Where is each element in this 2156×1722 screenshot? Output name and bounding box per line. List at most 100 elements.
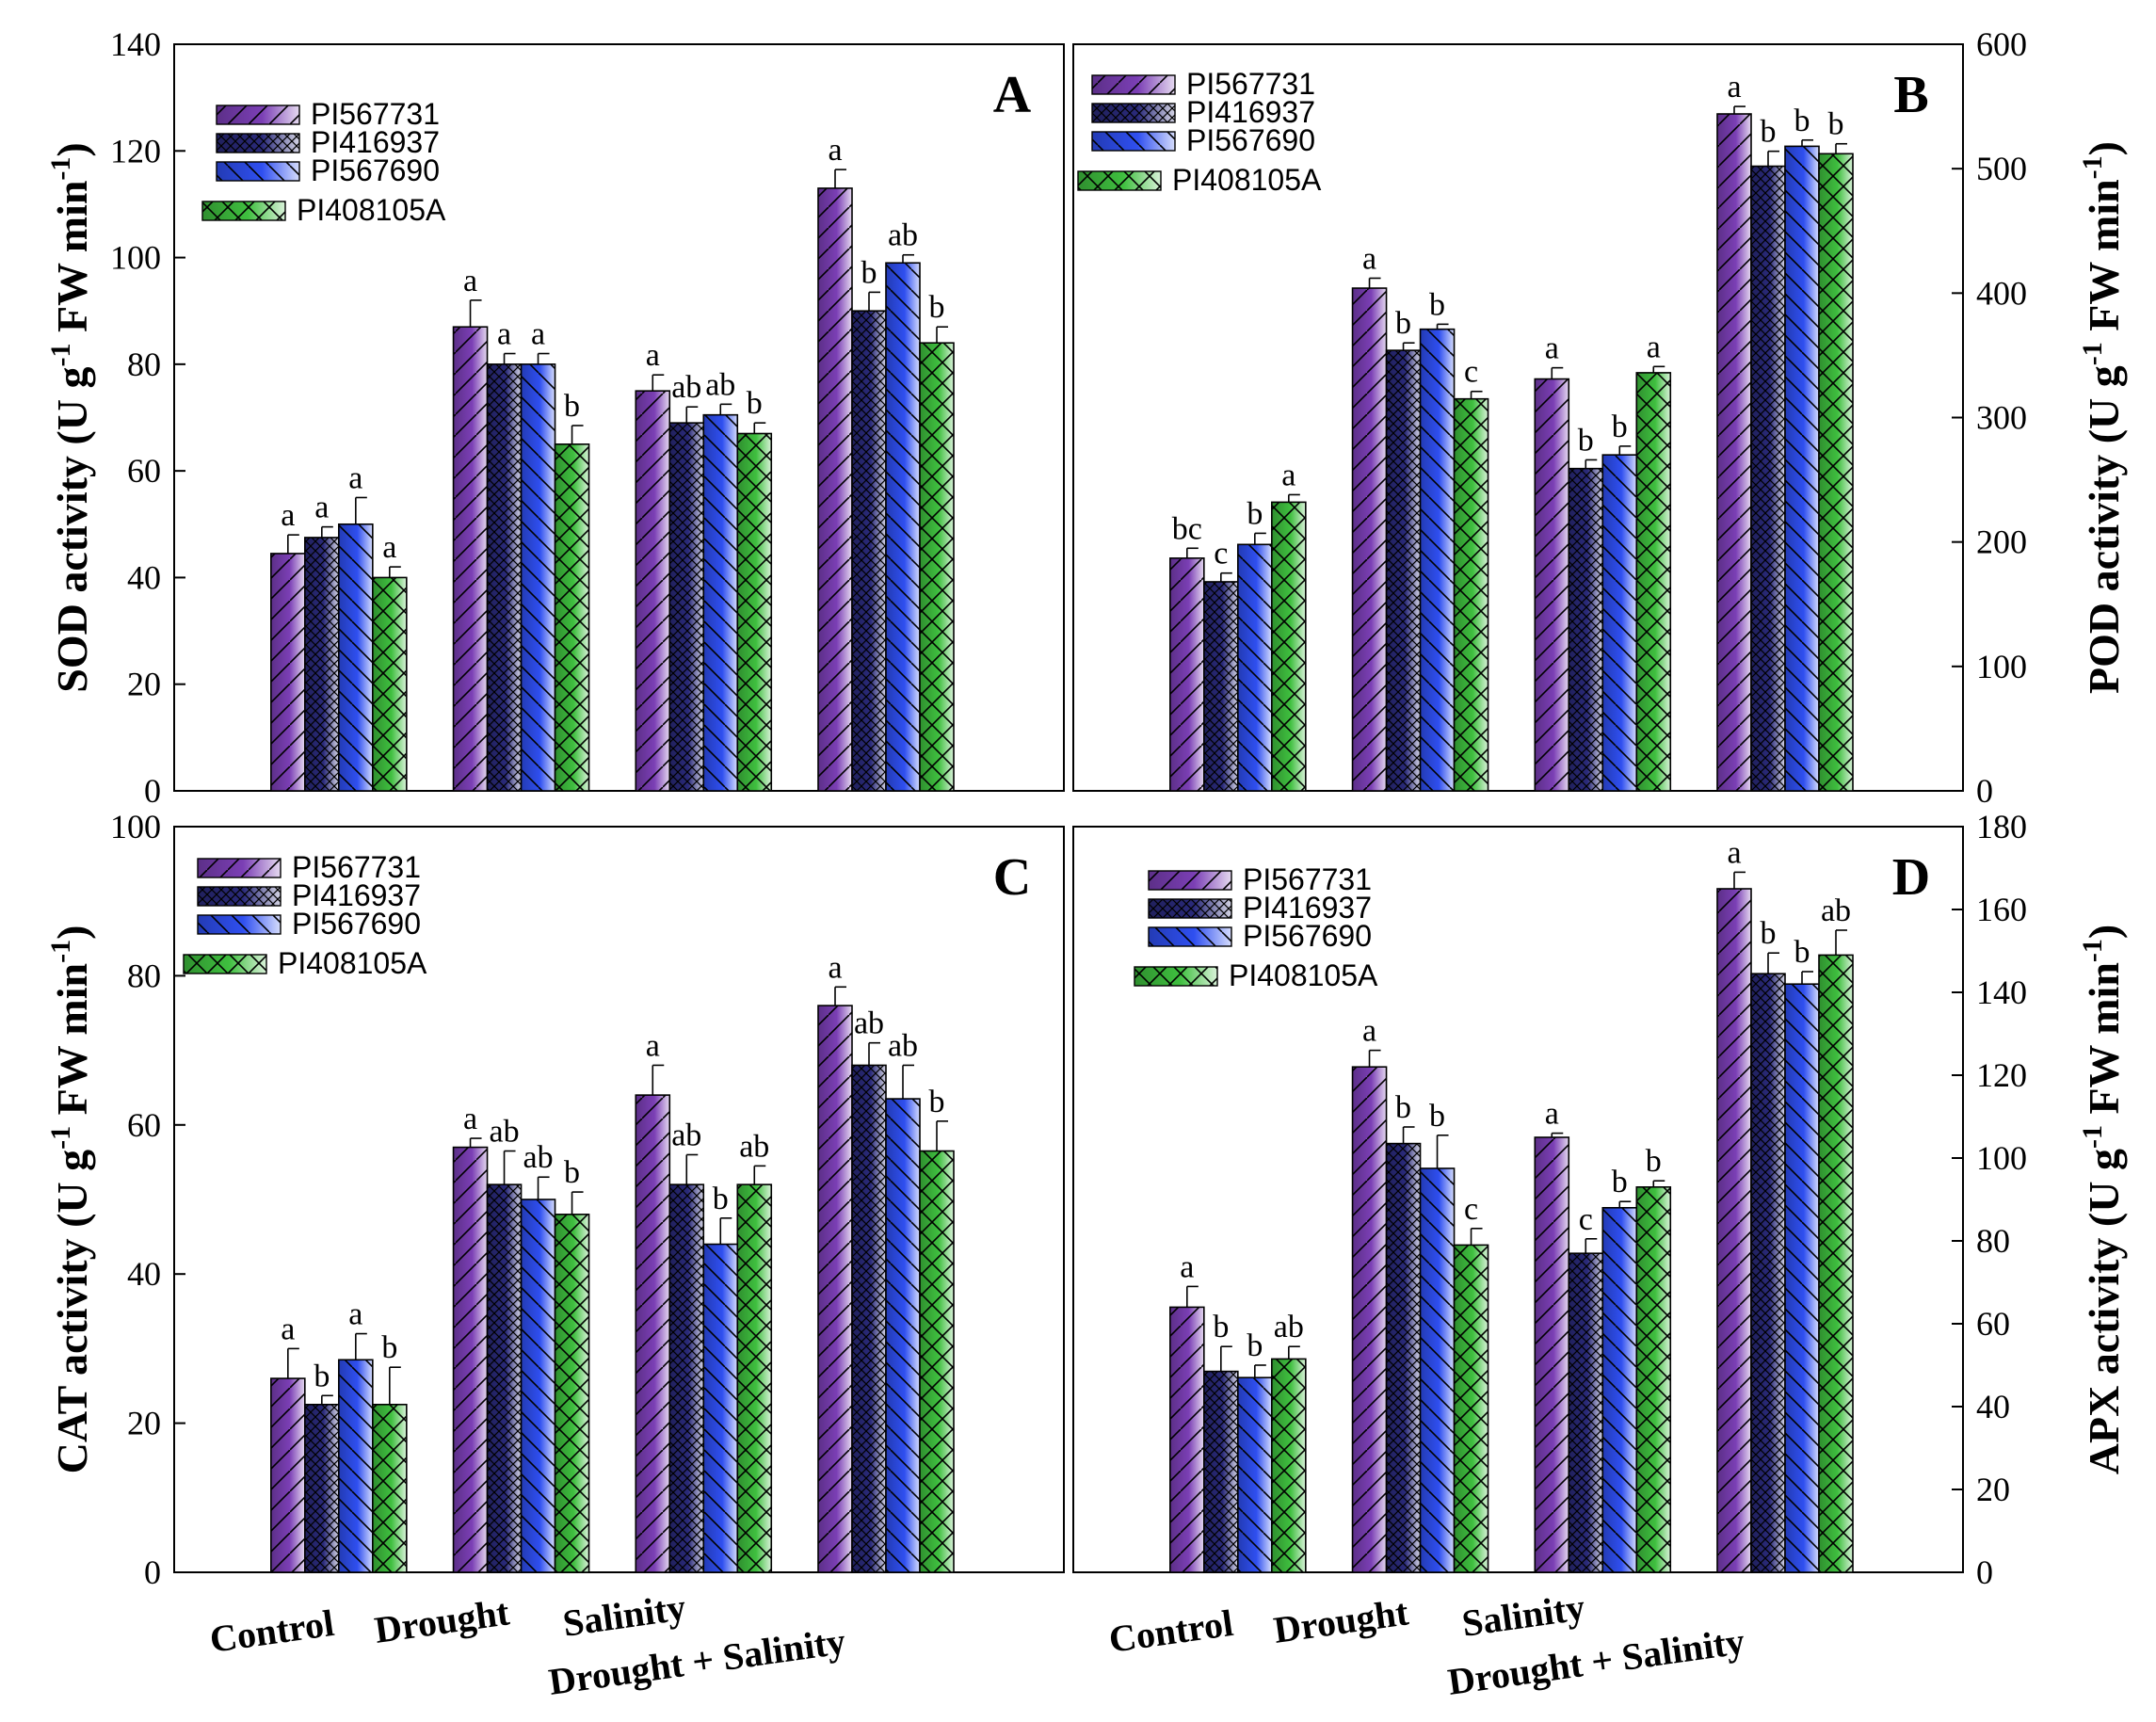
significance-letter: bc [1172,511,1202,546]
bar-hatch-pi408105a-salinity [1635,372,1672,792]
significance-letter: a [646,1028,660,1063]
bar-hatch-pi408105a-drought-salinity [1818,954,1854,1573]
y-tick-label: 60 [127,1106,161,1144]
ylabel-part: FW min [48,963,96,1126]
legend-item-pi567731: PI567731 [1148,862,1372,896]
significance-letter: ab [854,1006,884,1041]
bar-hatch-pi567690-salinity [1601,1207,1638,1573]
legend-item-pi408105a: PI408105A [183,946,427,980]
bar-hatch-pi416937-drought [1385,349,1422,792]
y-tick-label: 140 [1976,974,2027,1011]
bar-hatch-pi567690-control [338,1359,374,1573]
y-tick-label: 40 [127,1255,161,1293]
significance-letter: a [1180,1249,1194,1284]
bar-hatch-pi567731-control [1169,557,1205,792]
y-axis-label: SOD activity (U g-1 FW min-1) [45,142,96,693]
y-tick-label: 200 [1976,523,2027,561]
bar-hatch-pi408105a-control [372,1404,408,1573]
significance-letter: b [314,1359,330,1393]
ylabel-superscript: -1 [2077,155,2108,179]
significance-letter: b [1612,1165,1628,1199]
significance-letter: a [314,491,329,525]
legend-item-pi567690: PI567690 [197,907,421,941]
legend-item-pi567731: PI567731 [216,97,440,131]
y-tick-label: 20 [127,1405,161,1442]
ylabel-part: FW min [48,181,96,344]
significance-letter: ab [671,370,701,405]
legend-swatch-hatch [1134,966,1218,987]
significance-letter: ab [671,1118,701,1152]
legend-item-pi567690: PI567690 [1148,919,1372,953]
bar-hatch-pi567731-salinity [1534,1136,1570,1573]
bar-hatch-pi408105a-salinity [1635,1186,1672,1573]
significance-letter: b [713,1182,729,1216]
bar-hatch-pi567731-control [270,1377,306,1573]
legend-swatch-hatch [1091,131,1176,152]
bar-hatch-pi567690-drought-salinity [885,1098,921,1573]
y-axis-label: APX activity (U g-1 FW min-1) [2077,925,2128,1474]
y-tick-label: 100 [1976,648,2027,685]
legend-swatch-hatch [197,886,282,907]
bar-hatch-pi416937-control [1203,581,1239,792]
legend-item-pi416937: PI416937 [1091,95,1315,129]
significance-letter: a [531,317,545,352]
legend-item-pi567731: PI567731 [197,850,421,884]
legend-item-pi567731: PI567731 [1091,67,1315,101]
significance-letter: a [348,460,362,495]
bar-hatch-pi567690-drought-salinity [1784,983,1820,1573]
legend-label: PI408105A [1172,163,1322,197]
legend-swatch-hatch [183,954,267,974]
y-tick-label: 40 [127,558,161,596]
significance-letter: a [382,530,396,565]
legend-swatch-hatch [216,105,300,125]
significance-letter: b [1646,1144,1662,1179]
panel-label: A [993,66,1032,124]
legend-label: PI567731 [1186,67,1315,101]
significance-letter: ab [739,1129,769,1164]
significance-letter: b [1828,107,1844,142]
legend-swatch-hatch [1091,74,1176,95]
bar-hatch-pi567690-drought-salinity [1784,145,1820,792]
significance-letter: ab [888,1028,918,1063]
category-label-control: Control [1106,1601,1236,1661]
significance-letter: b [1395,306,1411,341]
legend-label: PI567690 [1243,919,1372,953]
y-tick-label: 180 [1976,808,2027,845]
bar-hatch-pi416937-control [304,1404,340,1573]
legend-swatch-hatch [1148,898,1232,919]
bar-hatch-pi567690-drought [1419,328,1456,792]
legend-item-pi408105a: PI408105A [1134,958,1378,992]
bar-hatch-pi567690-drought [1419,1167,1456,1573]
bar-hatch-pi416937-drought [486,363,523,792]
bar-hatch-pi408105a-salinity [736,432,773,792]
significance-letter: ab [523,1140,554,1175]
bar-hatch-pi408105a-drought [554,1214,590,1573]
significance-letter: c [1464,355,1478,390]
ylabel-superscript: -1 [45,157,76,181]
ylabel-superscript: -1 [45,940,76,963]
bar-hatch-pi567731-control [1169,1306,1205,1573]
significance-letter: b [1794,104,1810,138]
bar-hatch-pi567690-drought [520,1199,556,1573]
legend-item-pi408105a: PI408105A [1077,163,1322,197]
ylabel-superscript: -1 [2077,342,2108,365]
significance-letter: b [1761,115,1777,150]
bar-hatch-pi567731-drought-salinity [1716,113,1752,792]
bar-hatch-pi567731-drought [1351,287,1388,792]
legend-swatch-hatch [1148,870,1232,891]
legend-item-pi408105a: PI408105A [201,193,446,227]
significance-letter: a [828,133,842,168]
significance-letter: b [747,386,763,421]
bar-hatch-pi408105a-drought-salinity [1818,153,1854,792]
legend-item-pi416937: PI416937 [197,878,421,912]
plot-frame [1072,826,1964,1573]
ylabel-superscript: -1 [2077,939,2108,962]
bar-hatch-pi567690-control [1237,543,1273,792]
bar-hatch-pi567690-salinity [1601,454,1638,792]
significance-letter: ab [705,367,735,402]
panel-label: B [1893,66,1928,124]
legend-swatch-hatch [201,201,286,221]
significance-letter: ab [888,218,918,253]
y-tick-label: 100 [110,239,161,277]
